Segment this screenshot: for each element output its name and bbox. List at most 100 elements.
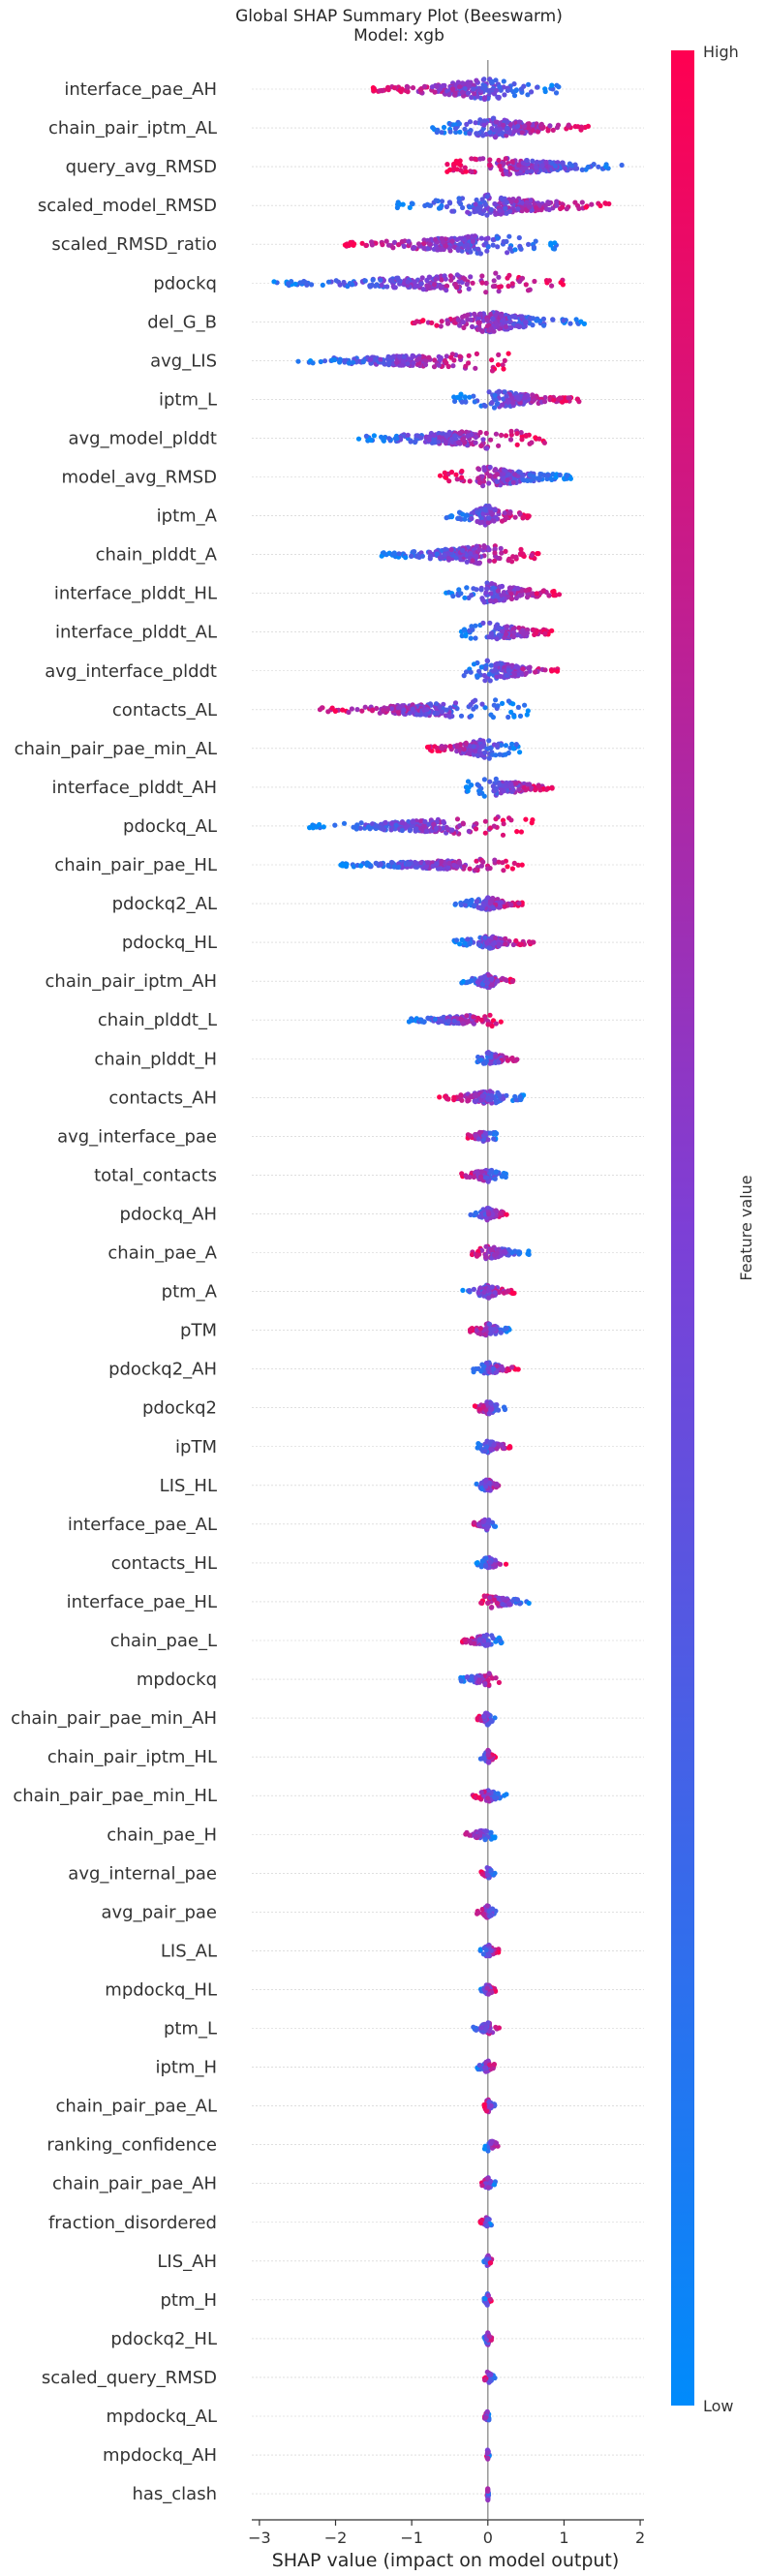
shap-dot — [497, 207, 503, 214]
shap-dot — [438, 273, 444, 279]
shap-dot — [603, 164, 609, 169]
shap-dot — [552, 246, 558, 252]
shap-dot — [405, 89, 411, 95]
shap-dot — [467, 119, 474, 125]
shap-dot — [529, 440, 535, 445]
shap-dot — [419, 553, 425, 559]
shap-dot — [485, 1022, 491, 1027]
shap-dot — [433, 276, 439, 282]
shap-dot — [432, 1016, 438, 1023]
shap-dot — [471, 744, 476, 750]
shap-dot — [471, 86, 476, 92]
shap-dot — [462, 595, 468, 600]
shap-dot — [431, 282, 438, 288]
shap-dot — [399, 820, 405, 826]
shap-dot — [388, 354, 394, 360]
shap-dot — [412, 279, 417, 285]
shap-dot — [509, 159, 515, 165]
shap-dot — [488, 1331, 494, 1336]
shap-dot — [496, 1059, 502, 1065]
shap-dot — [379, 434, 384, 440]
shap-dot — [542, 630, 548, 636]
shap-dot — [478, 235, 484, 241]
chart-subtitle: Model: xgb — [353, 26, 444, 46]
shap-dot — [489, 581, 495, 587]
shap-dot — [556, 84, 562, 90]
feature-dots — [355, 428, 548, 451]
shap-dot — [473, 440, 478, 445]
shap-dot — [464, 1013, 470, 1019]
shap-dot — [490, 284, 496, 290]
shap-dot — [486, 1321, 493, 1327]
shap-dot — [507, 165, 513, 170]
shap-dot — [401, 353, 407, 359]
shap-dot — [332, 356, 338, 363]
shap-dot — [523, 433, 529, 439]
shap-dot — [451, 357, 457, 363]
shap-dot — [509, 866, 516, 872]
shap-dot — [460, 204, 466, 211]
shap-dot — [465, 779, 472, 784]
shap-dot — [478, 587, 484, 593]
shap-dot — [427, 553, 433, 560]
shap-dot — [503, 1249, 508, 1255]
shap-dot — [579, 167, 585, 172]
shap-dot — [436, 362, 442, 368]
shap-dot — [492, 135, 499, 140]
shap-dot — [533, 787, 538, 793]
shap-dot — [505, 87, 510, 93]
shap-dot — [340, 863, 346, 869]
shap-dot — [481, 973, 487, 980]
shap-dot — [424, 201, 430, 207]
shap-dot — [467, 394, 473, 400]
shap-dot — [525, 477, 531, 483]
shap-dot — [490, 242, 496, 248]
shap-dot — [542, 88, 548, 95]
shap-dot — [401, 243, 407, 249]
shap-dot — [444, 169, 450, 174]
shap-dot — [513, 781, 519, 786]
shap-dot — [368, 360, 374, 366]
shap-dot — [467, 1327, 474, 1333]
shap-dot — [476, 561, 482, 567]
shap-dot — [477, 251, 483, 257]
shap-dot — [523, 816, 529, 822]
shap-dot — [464, 784, 470, 790]
shap-dot — [438, 323, 444, 329]
shap-dot — [455, 515, 461, 522]
shap-dot — [504, 238, 509, 244]
shap-dot — [549, 668, 555, 674]
shap-dot — [412, 245, 417, 251]
feature-dots — [410, 310, 588, 335]
shap-dot — [467, 478, 473, 484]
shap-dot — [473, 120, 478, 126]
shap-dot — [380, 242, 385, 248]
shap-dot — [518, 829, 525, 835]
shap-dot — [462, 516, 468, 522]
shap-dot — [596, 164, 601, 169]
shap-dot — [482, 403, 488, 409]
shap-dot — [554, 199, 560, 204]
shap-dot — [494, 742, 501, 749]
shap-dot — [534, 591, 539, 597]
shap-dot — [507, 246, 513, 252]
shap-dot — [462, 940, 468, 946]
shap-dot — [295, 358, 301, 364]
shap-dot — [374, 282, 380, 288]
shap-dot — [506, 698, 512, 704]
shap-dot — [322, 358, 328, 364]
shap-dot — [487, 464, 493, 471]
shap-dot — [417, 712, 424, 718]
shap-dot — [475, 246, 481, 252]
shap-dot — [396, 277, 402, 284]
shap-dot — [390, 245, 396, 251]
shap-dot — [529, 165, 535, 170]
shap-dot — [444, 353, 449, 359]
shap-dot — [496, 157, 502, 164]
shap-dot — [486, 558, 493, 564]
shap-dot — [518, 546, 524, 553]
shap-dot — [488, 325, 494, 332]
shap-dot — [423, 358, 429, 364]
shap-dot — [454, 476, 460, 482]
shap-dot — [468, 1133, 474, 1139]
